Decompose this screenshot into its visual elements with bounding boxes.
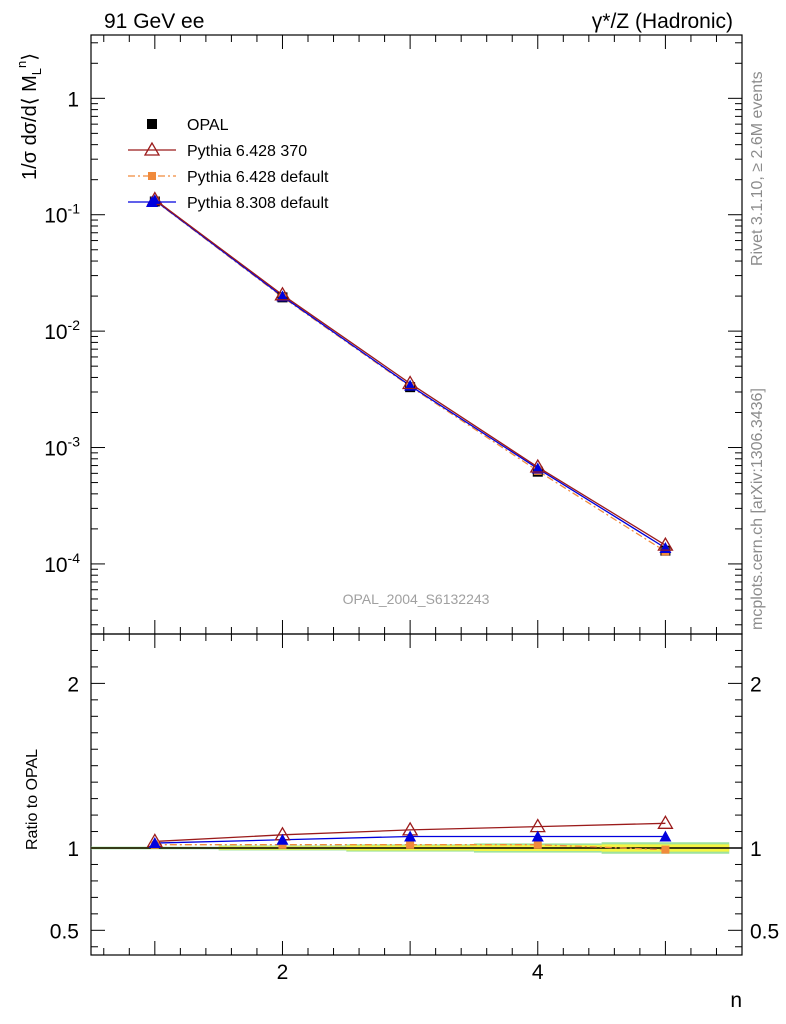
ratio-point-py6_370 [657, 815, 674, 829]
data-point-py6_370 [274, 286, 291, 301]
legend-label: Pythia 6.428 default [187, 169, 329, 186]
header-right-label: γ*/Z (Hadronic) [592, 10, 733, 33]
header-left-label: 91 GeV ee [104, 10, 204, 33]
ratio-point-py8_default [276, 833, 289, 845]
ratio-point-py6_default [406, 840, 415, 849]
mcplots-reference-label: mcplots.cern.ch [arXiv:1306.3436] [749, 388, 766, 630]
legend: OPAL Pythia 6.428 370 Pythia 6.428 default… [128, 117, 329, 212]
ratio-y-tick-label: 2 [67, 673, 79, 696]
ratio-y-tick-label: 2 [750, 673, 762, 696]
ratio-point-py8_default [659, 830, 672, 842]
series-line-py6_370 [154, 199, 666, 546]
legend-label: OPAL [187, 117, 229, 134]
data-point-py8_default [531, 462, 544, 474]
x-tick-label: 2 [277, 961, 289, 984]
data-point-py8_default [276, 290, 289, 302]
legend-marker-opal [147, 119, 157, 129]
ratio-point-py8_default [531, 830, 544, 842]
rivet-version-label: Rivet 3.1.10, ≥ 2.6M events [749, 71, 766, 266]
ratio-point-py8_default [148, 837, 161, 849]
ratio-y-axis-label: Ratio to OPAL [24, 749, 41, 850]
y-tick-label: 10-1 [44, 201, 80, 228]
x-axis-label: n [730, 989, 742, 1012]
main-panel: 10-4 10-3 10-2 10-1 1 [44, 34, 743, 635]
y-tick-label: 10-3 [44, 434, 80, 461]
ratio-panel: 2 4 0.5 0.5 1 1 2 2 [50, 633, 779, 984]
ratio-y-tick-label: 1 [67, 838, 79, 861]
x-tick-label: 4 [532, 961, 544, 984]
ratio-frame [90, 633, 743, 956]
ratio-line-py6_370 [154, 822, 666, 843]
ratio-point-py6_default [661, 845, 670, 854]
ratio-point-py8_default [404, 830, 417, 842]
series-line-py8_default [154, 199, 666, 549]
ratio-point-py6_default [533, 840, 542, 849]
data-point-py6_370 [657, 536, 674, 551]
legend-marker-py6_default [148, 172, 156, 180]
legend-marker-py8_default [146, 196, 158, 207]
legend-marker-py6_370 [143, 141, 161, 156]
ratio-y-tick-label: 0.5 [750, 920, 779, 943]
ratio-y-tick-label: 1 [750, 838, 762, 861]
y-tick-label: 10-4 [44, 550, 80, 577]
main-y-axis-label: 1/σ dσ/d⟨ MLn⟩ [14, 53, 44, 180]
analysis-id-label: OPAL_2004_S6132243 [343, 591, 490, 607]
y-tick-label: 10-2 [44, 317, 80, 344]
ratio-point-py6_370 [529, 818, 546, 833]
data-point-py6_370 [401, 375, 419, 390]
ratio-y-tick-label: 0.5 [50, 920, 79, 943]
legend-label: Pythia 6.428 370 [187, 143, 307, 160]
y-tick-label: 1 [67, 88, 79, 111]
data-point-py6_370 [529, 458, 546, 473]
legend-label: Pythia 8.308 default [187, 195, 329, 212]
